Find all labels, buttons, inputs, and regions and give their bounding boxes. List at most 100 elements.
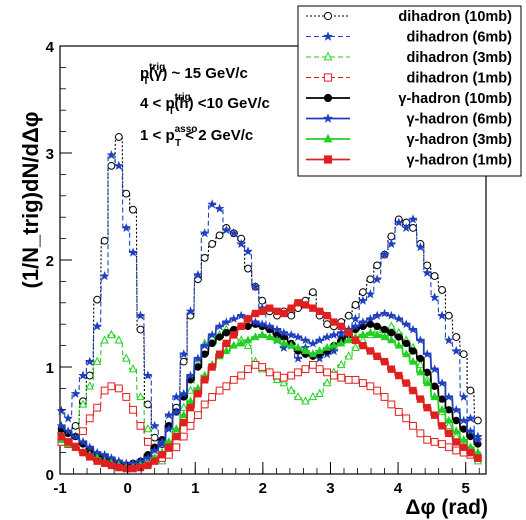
data-point <box>444 392 454 401</box>
data-point <box>84 356 95 366</box>
data-point <box>366 275 375 284</box>
data-point <box>373 322 381 331</box>
annotation: 4 < ptrig T(h) <10 GeV/c <box>140 92 270 117</box>
data-point <box>379 249 390 259</box>
data-point <box>100 236 109 245</box>
data-point <box>136 421 145 430</box>
data-point <box>150 457 159 465</box>
data-point <box>372 274 382 284</box>
data-point <box>180 418 188 427</box>
data-point <box>93 403 102 412</box>
data-point <box>85 371 94 380</box>
data-point <box>329 340 338 349</box>
legend-marker <box>323 31 333 41</box>
data-point <box>236 238 247 249</box>
y-tick-label: 2 <box>46 253 54 270</box>
data-point <box>308 349 317 358</box>
data-point <box>286 330 296 339</box>
data-point <box>85 414 94 423</box>
data-point <box>100 335 109 344</box>
data-point <box>386 310 396 320</box>
data-point <box>379 308 390 318</box>
data-point <box>430 438 439 446</box>
data-point <box>423 368 431 377</box>
data-point <box>86 453 94 461</box>
data-point <box>323 311 331 320</box>
data-point <box>365 313 375 323</box>
data-point <box>229 375 238 384</box>
data-point <box>300 335 311 345</box>
data-point <box>294 342 303 351</box>
x-tick-label: 0 <box>123 480 131 497</box>
data-point <box>452 426 461 435</box>
data-point <box>402 414 411 423</box>
data-point <box>71 443 80 451</box>
legend-marker <box>323 155 333 164</box>
data-point <box>172 443 181 452</box>
data-point <box>93 295 102 304</box>
data-point <box>121 222 132 232</box>
data-point <box>92 321 102 331</box>
data-point <box>322 332 332 341</box>
data-point <box>386 238 397 249</box>
data-point <box>415 335 426 345</box>
data-point <box>465 413 476 423</box>
data-point <box>294 299 302 307</box>
data-point <box>336 327 346 337</box>
data-point <box>387 329 396 337</box>
data-point <box>395 333 403 341</box>
data-point <box>345 329 353 337</box>
annotation: 1 < passo T < 2 GeV/c <box>140 124 253 149</box>
data-point <box>171 407 181 416</box>
data-point <box>200 400 209 409</box>
data-point <box>408 324 418 334</box>
data-point <box>201 376 209 384</box>
data-point <box>158 451 166 459</box>
data-point <box>351 336 360 344</box>
data-point <box>250 317 261 326</box>
data-point <box>459 443 468 451</box>
data-point <box>78 399 88 408</box>
data-point <box>287 385 296 394</box>
data-point <box>164 424 174 433</box>
data-point <box>244 365 252 374</box>
data-point <box>99 270 110 281</box>
data-point <box>208 339 216 348</box>
data-point <box>185 370 196 380</box>
data-point <box>416 429 425 438</box>
data-point <box>344 351 353 360</box>
data-point <box>179 388 189 398</box>
data-point <box>257 319 267 329</box>
data-point <box>301 346 310 355</box>
data-point <box>79 448 87 457</box>
legend-marker <box>323 11 333 21</box>
data-point <box>323 320 331 329</box>
data-point <box>208 240 217 248</box>
data-point <box>402 379 410 387</box>
data-point <box>401 222 412 232</box>
data-point <box>122 189 131 198</box>
legend-marker <box>323 113 333 123</box>
data-point <box>136 463 145 472</box>
data-point <box>394 408 403 416</box>
data-point <box>452 416 460 425</box>
data-point <box>107 329 116 339</box>
data-point <box>244 315 252 323</box>
data-point <box>330 318 338 326</box>
data-point <box>438 422 446 430</box>
data-point <box>430 272 439 280</box>
data-point <box>474 454 482 462</box>
data-point <box>265 304 274 312</box>
data-point <box>366 347 375 355</box>
data-point <box>359 341 367 350</box>
data-point <box>350 313 361 323</box>
data-point <box>337 373 346 382</box>
data-point <box>323 368 331 377</box>
data-point <box>114 160 124 170</box>
data-point <box>366 320 375 328</box>
data-point <box>93 457 101 465</box>
data-point <box>465 426 476 436</box>
data-point <box>100 386 109 395</box>
data-point <box>409 347 417 355</box>
data-point <box>380 357 389 366</box>
